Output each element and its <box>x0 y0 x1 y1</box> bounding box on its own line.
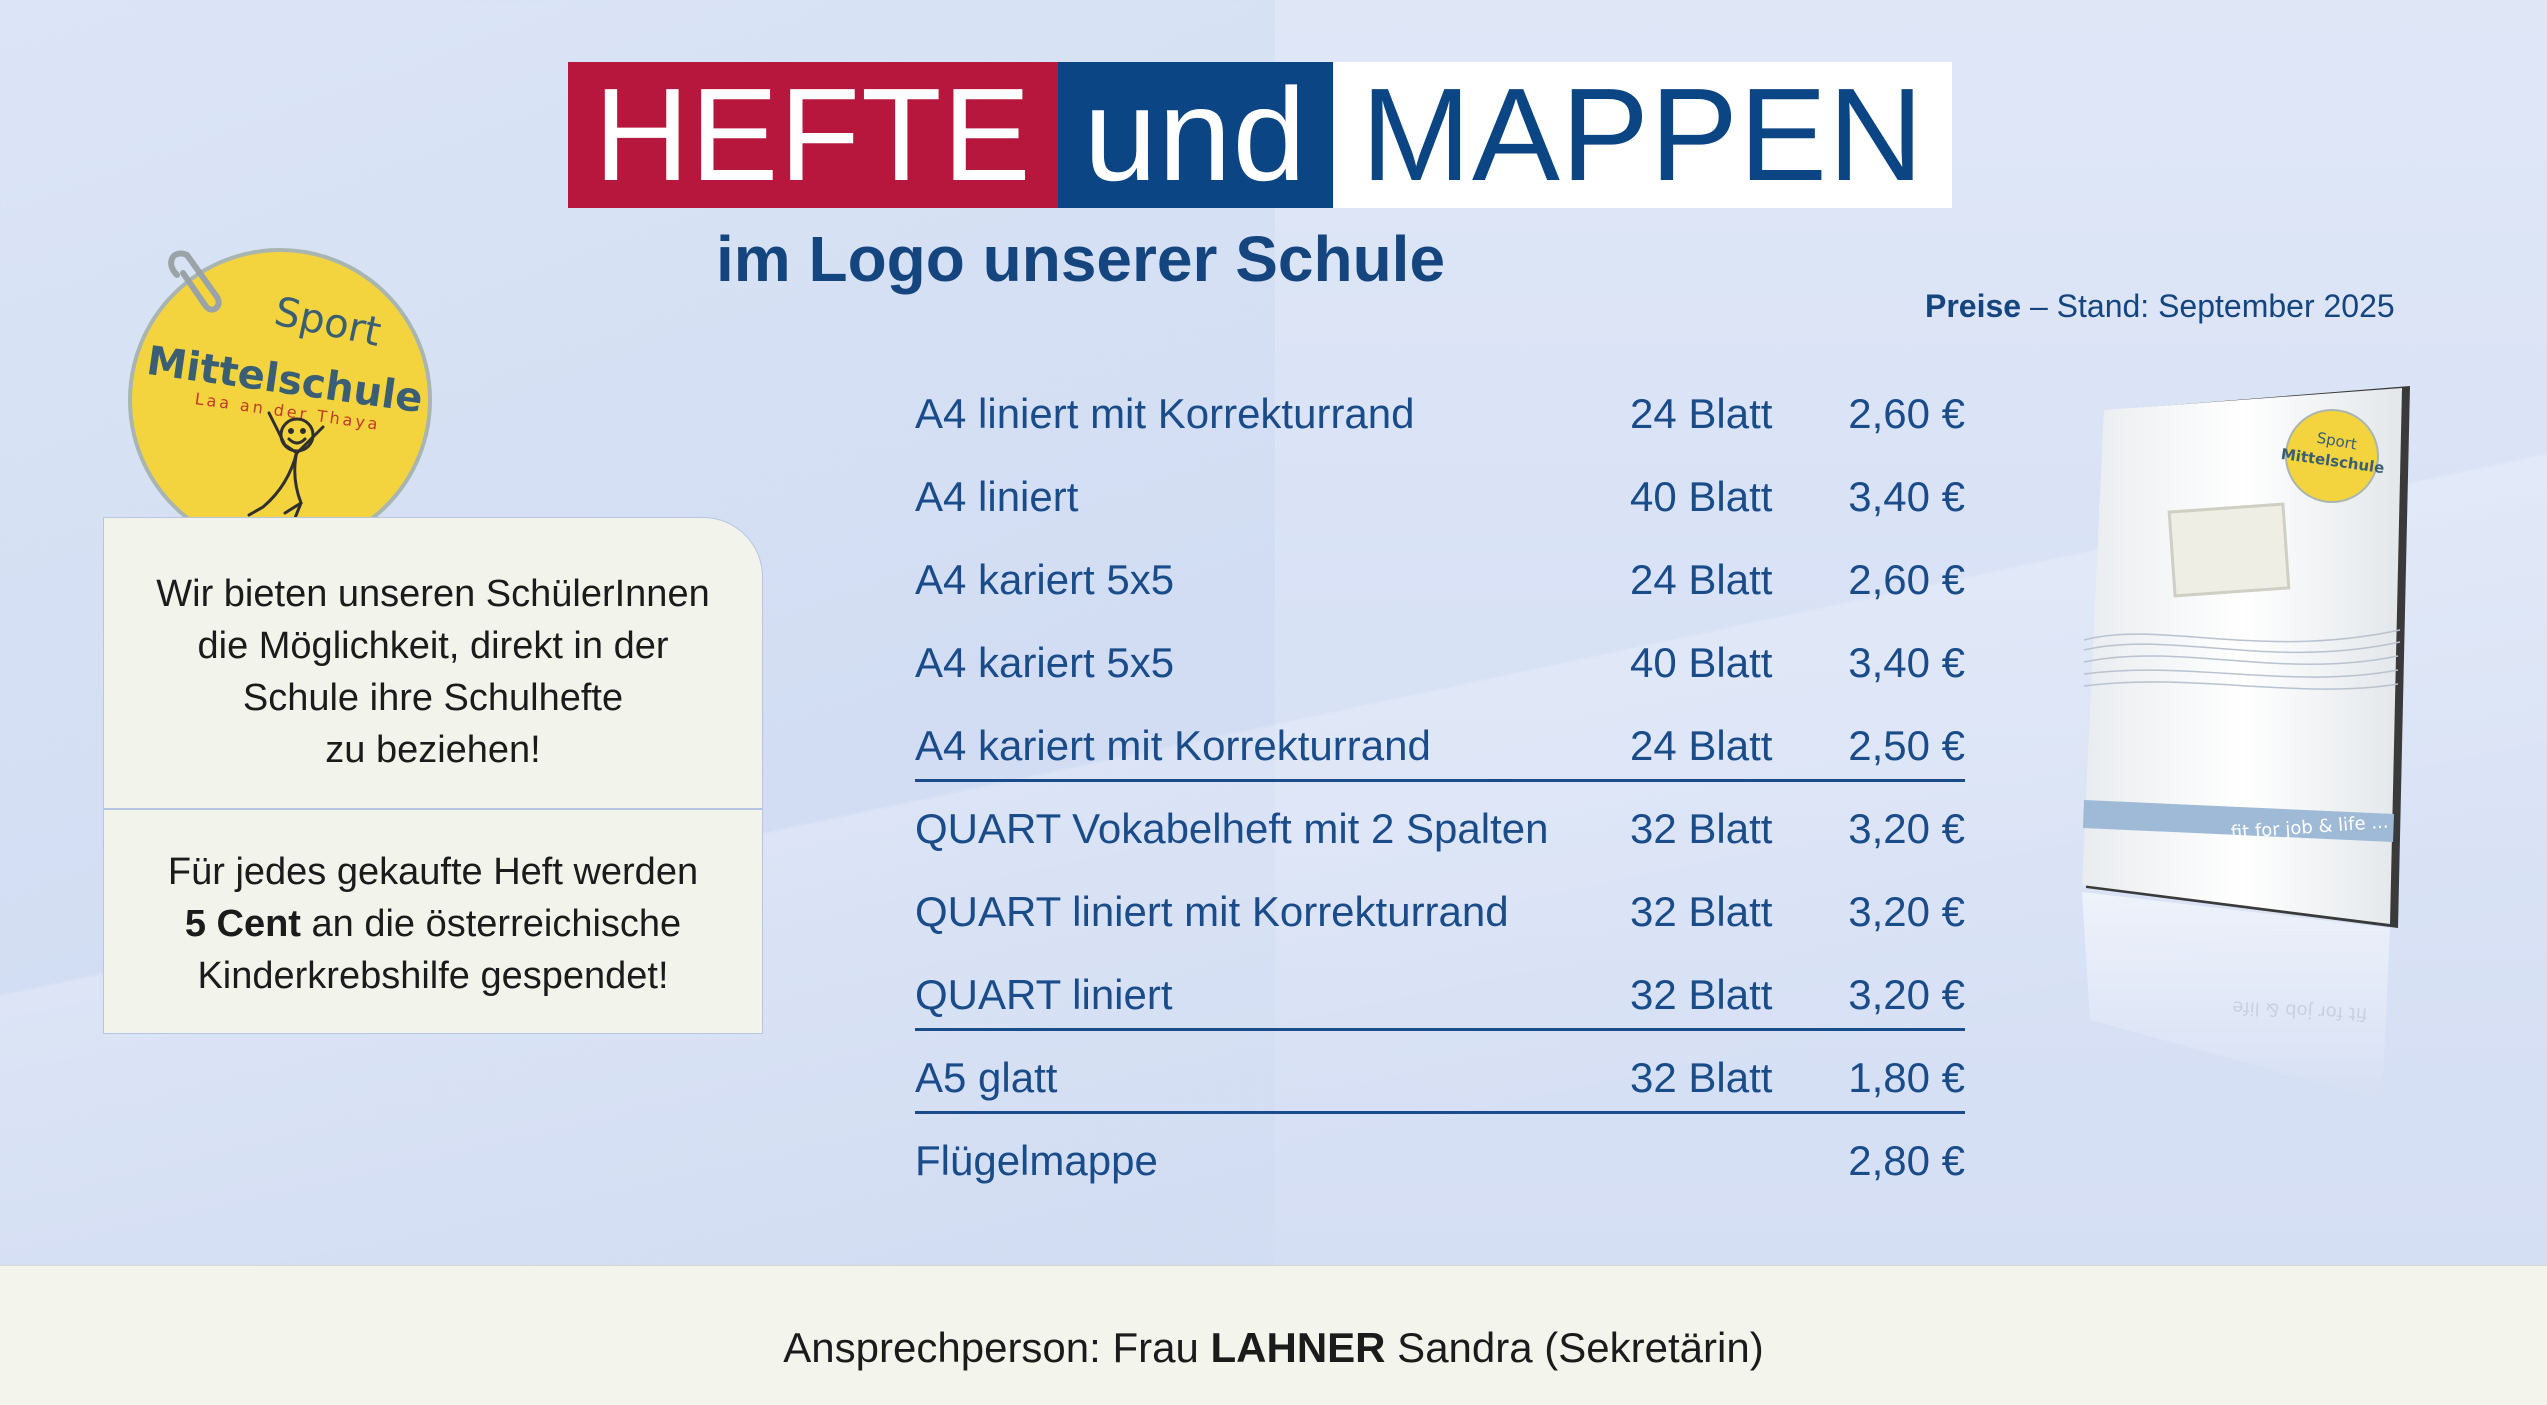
price-row: A4 kariert mit Korrekturrand 24 Blatt 2,50… <box>915 712 1965 795</box>
product-name: A4 kariert mit Korrekturrand <box>915 722 1431 769</box>
product-price: 3,40 € <box>1848 473 1965 520</box>
notebook-wave-icon <box>2083 629 2401 690</box>
info-divider <box>104 808 762 810</box>
product-price: 3,40 € <box>1848 639 1965 686</box>
info-line: Kinderkrebshilfe gespendet! <box>197 955 669 997</box>
product-name: A4 liniert <box>915 473 1079 520</box>
product-name: Flügelmappe <box>915 1137 1158 1184</box>
product-price: 3,20 € <box>1848 888 1965 935</box>
page-subtitle: im Logo unserer Schule <box>716 223 1446 295</box>
price-row: Flügelmappe 2,80 € <box>915 1127 1965 1210</box>
price-date-label: Preise <box>1925 288 2022 324</box>
price-row: A4 kariert 5x5 40 Blatt 3,40 € <box>915 629 1965 712</box>
product-price: 3,20 € <box>1848 971 1965 1018</box>
title-mappen: MAPPEN <box>1332 62 1953 208</box>
product-quantity: 32 Blatt <box>1630 971 1773 1018</box>
price-row: A4 liniert 40 Blatt 3,40 € <box>915 463 1965 546</box>
product-quantity: 32 Blatt <box>1630 888 1773 935</box>
price-row: A4 kariert 5x5 24 Blatt 2,60 € <box>915 546 1965 629</box>
contact-person: Ansprechperson: Frau LAHNER Sandra (Sekr… <box>0 1324 2547 1372</box>
title-hefte: HEFTE <box>568 62 1058 208</box>
product-name: QUART liniert <box>915 971 1173 1018</box>
info-box: Wir bieten unseren SchülerInnen die Mögl… <box>103 517 763 1034</box>
product-quantity: 24 Blatt <box>1630 722 1773 769</box>
info-donation-text: Für jedes gekaufte Heft werden 5 Cent an… <box>104 846 762 1002</box>
product-name: A4 liniert mit Korrekturrand <box>915 390 1415 437</box>
price-row: QUART liniert 32 Blatt 3,20 € <box>915 961 1965 1044</box>
info-line: zu beziehen! <box>325 729 541 771</box>
price-row: QUART Vokabelheft mit 2 Spalten 32 Blatt 3… <box>915 795 1965 878</box>
title-und: und <box>1057 62 1333 208</box>
product-name: A5 glatt <box>915 1054 1058 1101</box>
product-price: 2,50 € <box>1848 722 1965 769</box>
product-name: QUART Vokabelheft mit 2 Spalten <box>915 805 1549 852</box>
donation-amount: 5 Cent <box>184 903 301 945</box>
notebook-image: Sport Mittelschule fit for job & life ..… <box>2082 386 2410 1100</box>
contact-suffix: Sandra (Sekretärin) <box>1385 1324 1764 1371</box>
product-price: 2,80 € <box>1848 1137 1965 1184</box>
product-quantity: 32 Blatt <box>1630 1054 1773 1101</box>
price-row: A4 liniert mit Korrekturrand 24 Blatt 2,60… <box>915 380 1965 463</box>
info-line-rest: an die österreichische <box>300 903 682 945</box>
school-logo: Sport Mittelschule Laa an der Thaya <box>128 248 432 552</box>
notebook-logo-icon: Sport Mittelschule <box>2280 409 2386 503</box>
stick-figure-icon <box>247 411 325 525</box>
product-name: A4 kariert 5x5 <box>915 639 1175 686</box>
notebook-label-icon <box>2167 502 2291 598</box>
product-quantity: 40 Blatt <box>1630 639 1773 686</box>
footer: Ansprechperson: Frau LAHNER Sandra (Sekr… <box>0 1265 2547 1405</box>
notebook-reflection <box>2082 892 2390 1100</box>
product-price: 2,60 € <box>1848 556 1965 603</box>
product-quantity: 32 Blatt <box>1630 805 1773 852</box>
info-line: Schule ihre Schulhefte <box>242 677 624 719</box>
info-line: Wir bieten unseren SchülerInnen <box>156 573 710 615</box>
product-price: 3,20 € <box>1848 805 1965 852</box>
page-title: HEFTE und MAPPEN <box>568 62 1953 208</box>
price-date: Preise – Stand: September 2025 <box>1925 288 2395 325</box>
info-offer-text: Wir bieten unseren SchülerInnen die Mögl… <box>104 568 762 776</box>
info-line: 5 Cent an die österreichische <box>104 898 762 950</box>
product-quantity: 24 Blatt <box>1630 390 1773 437</box>
product-name: A4 kariert 5x5 <box>915 556 1175 603</box>
info-line: die Möglichkeit, direkt in der <box>197 625 669 667</box>
contact-surname: LAHNER <box>1210 1324 1386 1371</box>
product-quantity: 24 Blatt <box>1630 556 1773 603</box>
price-list: A4 liniert mit Korrekturrand 24 Blatt 2,60… <box>915 380 1965 1210</box>
paperclip-icon <box>168 250 222 313</box>
price-date-text: – Stand: September 2025 <box>2021 288 2395 324</box>
product-price: 1,80 € <box>1848 1054 1965 1101</box>
product-price: 2,60 € <box>1848 390 1965 437</box>
contact-prefix: Ansprechperson: Frau <box>783 1324 1211 1371</box>
product-quantity: 40 Blatt <box>1630 473 1773 520</box>
product-name: QUART liniert mit Korrekturrand <box>915 888 1509 935</box>
price-row: A5 glatt 32 Blatt 1,80 € <box>915 1044 1965 1127</box>
info-line: Für jedes gekaufte Heft werden <box>167 851 699 893</box>
price-row: QUART liniert mit Korrekturrand 32 Blatt 3… <box>915 878 1965 961</box>
